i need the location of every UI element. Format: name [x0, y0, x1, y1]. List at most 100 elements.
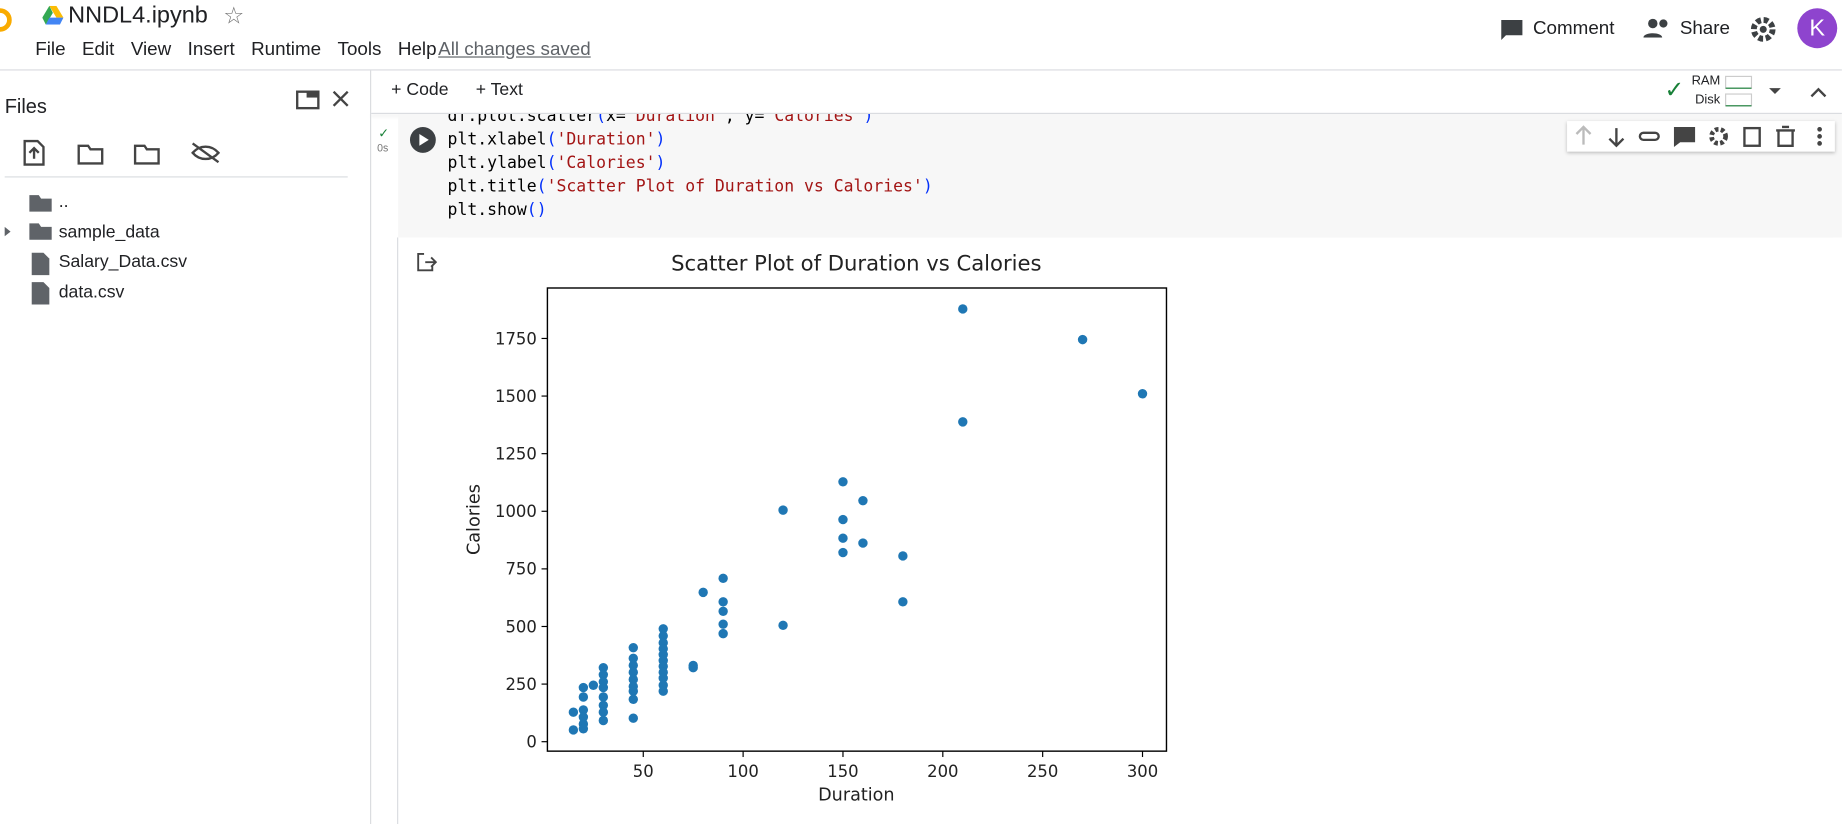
run-time: 0s [377, 142, 389, 154]
run-button[interactable] [409, 126, 437, 154]
y-tick-label: 750 [505, 560, 536, 579]
menu-item[interactable]: Insert [187, 39, 235, 60]
scatter-point [578, 692, 589, 702]
cell-toolbar[interactable] [1567, 121, 1835, 152]
share-icon [1643, 18, 1668, 38]
chart-title: Scatter Plot of Duration vs Calories [671, 250, 1041, 275]
scatter-point [628, 660, 638, 671]
scatter-point [628, 653, 638, 663]
code-line: df.plot.scatter(x='Duration', y='Calorie… [447, 114, 874, 126]
save-status[interactable]: All changes saved [438, 39, 591, 60]
scatter-point [598, 682, 609, 693]
drive-icon [42, 5, 64, 25]
file-item[interactable]: Salary_Data.csv [58, 251, 188, 272]
share-button[interactable]: Share [1679, 18, 1730, 39]
scatter-point [898, 551, 908, 561]
scatter-point [658, 686, 668, 696]
menu-item[interactable]: Runtime [251, 39, 322, 60]
settings-icon[interactable] [1750, 16, 1776, 42]
scatter-point [838, 514, 848, 525]
scatter-point [698, 587, 708, 598]
code-cell[interactable]: df.plot.scatter(x='Duration', y='Calorie… [398, 114, 1842, 238]
scatter-point [578, 682, 589, 693]
scatter-point [578, 705, 589, 715]
y-axis-label: Calories [464, 484, 484, 555]
scatter-point [568, 725, 579, 735]
y-tick-label: 1750 [495, 329, 537, 348]
add-code-label: Code [406, 79, 449, 100]
x-tick-label: 100 [727, 762, 758, 781]
code-line: plt.xlabel('Duration') [447, 130, 666, 150]
toolbar-shadow [371, 112, 1842, 115]
scatter-point [718, 573, 728, 584]
scatter-point [778, 620, 788, 631]
scatter-point [718, 619, 728, 629]
add-text-label: Text [490, 79, 523, 100]
x-tick-label: 300 [1127, 762, 1158, 781]
scatter-point [958, 417, 968, 427]
scatter-point [598, 663, 609, 673]
comment-icon [1501, 19, 1523, 40]
x-tick-label: 50 [633, 762, 654, 781]
connected-check: ✓ [1664, 77, 1685, 104]
scatter-point [628, 686, 638, 696]
scatter-point [958, 304, 968, 314]
output-icon[interactable] [415, 250, 438, 274]
disk-label: Disk [1695, 92, 1721, 107]
scatter-point [718, 606, 728, 616]
run-check: ✓ [378, 126, 390, 142]
resource-bars[interactable] [1724, 75, 1841, 108]
menu-item[interactable]: Help [397, 39, 437, 60]
avatar[interactable]: K [1797, 8, 1838, 49]
plot-frame [546, 287, 1168, 752]
star[interactable]: ☆ [223, 3, 245, 30]
scatter-point [578, 712, 589, 722]
scatter-point [718, 628, 728, 639]
sidebar-border [370, 70, 372, 824]
scatter-point [838, 547, 848, 558]
menu-item[interactable]: View [130, 39, 172, 60]
notebook-title[interactable]: NNDL4.ipynb [68, 2, 208, 29]
x-tick-label: 200 [927, 762, 958, 781]
ram-label: RAM [1691, 74, 1721, 89]
sidebar-controls[interactable] [294, 87, 353, 113]
file-item[interactable]: sample_data [58, 221, 160, 242]
menu-bar: File Edit View Insert Runtime Tools Help [35, 40, 453, 61]
file-actions[interactable] [21, 139, 223, 167]
code-editor[interactable]: df.plot.scatter(x='Duration', y='Calorie… [447, 114, 1834, 238]
scatter-point [598, 700, 609, 710]
cell-toolbar-icons [1575, 125, 1822, 148]
scatter-point [598, 669, 609, 680]
menu-item[interactable]: File [35, 39, 66, 60]
scatter-point [628, 642, 638, 653]
menu-item[interactable]: Edit [81, 39, 115, 60]
menu-item[interactable]: Tools [337, 39, 382, 60]
comment-button[interactable]: Comment [1532, 18, 1615, 39]
add-code[interactable]: + Code [391, 79, 449, 100]
scatter-point [838, 477, 848, 487]
scatter-point [838, 533, 848, 543]
scatter-point [898, 597, 908, 607]
file-item[interactable]: data.csv [58, 281, 125, 302]
add-text[interactable]: + Text [475, 79, 523, 100]
scatter-point [628, 713, 638, 723]
code-line: plt.show() [447, 201, 547, 220]
y-tick-label: 250 [505, 675, 536, 694]
output-border [397, 237, 399, 824]
y-tick-label: 0 [526, 733, 536, 752]
scatter-point [588, 680, 599, 690]
scatter-point [658, 631, 668, 641]
scatter-point [598, 707, 609, 717]
file-item[interactable]: .. [58, 191, 69, 212]
scatter-point [718, 597, 728, 607]
colab-logo [0, 8, 12, 32]
file-icons [4, 195, 52, 305]
scatter-point [688, 663, 698, 673]
y-tick-label: 500 [505, 617, 536, 636]
y-tick-label: 1000 [495, 502, 537, 521]
chart: Scatter Plot of Duration vs Calories Dur… [464, 250, 1168, 806]
scatter-point [658, 673, 668, 683]
scatter-point [578, 724, 589, 734]
